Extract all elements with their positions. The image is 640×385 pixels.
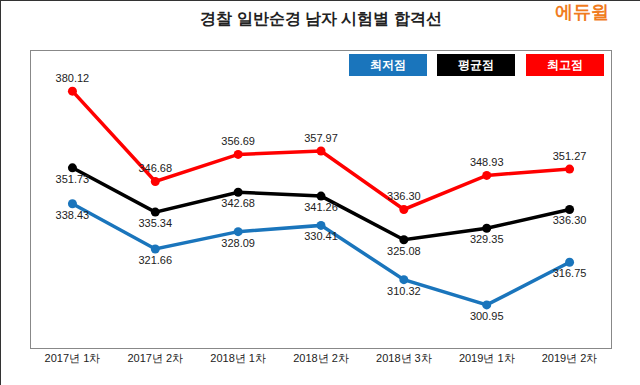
- svg-text:2018년 3차: 2018년 3차: [376, 352, 432, 364]
- svg-text:346.68: 346.68: [138, 162, 172, 174]
- svg-text:336.30: 336.30: [387, 190, 421, 202]
- svg-text:에듀윌: 에듀윌: [555, 2, 609, 22]
- svg-text:336.30: 336.30: [553, 214, 587, 226]
- svg-text:348.93: 348.93: [470, 156, 504, 168]
- svg-text:2019년 1차: 2019년 1차: [459, 352, 515, 364]
- svg-text:357.97: 357.97: [304, 132, 338, 144]
- svg-text:최고점: 최고점: [547, 58, 583, 72]
- svg-text:310.32: 310.32: [387, 285, 421, 297]
- svg-text:329.35: 329.35: [470, 233, 504, 245]
- svg-text:최저점: 최저점: [370, 58, 406, 72]
- svg-text:300.95: 300.95: [470, 310, 504, 322]
- svg-text:평균점: 평균점: [458, 58, 494, 72]
- svg-text:356.69: 356.69: [221, 135, 255, 147]
- svg-text:380.12: 380.12: [56, 72, 90, 84]
- svg-text:2018년 2차: 2018년 2차: [293, 352, 349, 364]
- svg-text:330.41: 330.41: [304, 230, 338, 242]
- svg-text:335.34: 335.34: [138, 217, 172, 229]
- svg-text:321.66: 321.66: [138, 254, 172, 266]
- svg-text:351.27: 351.27: [553, 150, 587, 162]
- svg-text:2018년 1차: 2018년 1차: [210, 352, 266, 364]
- svg-text:338.43: 338.43: [56, 209, 90, 221]
- svg-text:2017년 1차: 2017년 1차: [45, 352, 101, 364]
- svg-text:2017년 2차: 2017년 2차: [127, 352, 183, 364]
- svg-text:325.08: 325.08: [387, 245, 421, 257]
- svg-text:342.68: 342.68: [221, 197, 255, 209]
- svg-text:316.75: 316.75: [553, 267, 587, 279]
- svg-text:328.09: 328.09: [221, 237, 255, 249]
- svg-text:341.26: 341.26: [304, 201, 338, 213]
- svg-text:경찰 일반순경 남자 시험별 합격선: 경찰 일반순경 남자 시험별 합격선: [200, 10, 442, 27]
- svg-text:351.73: 351.73: [56, 173, 90, 185]
- svg-text:2019년 2차: 2019년 2차: [542, 352, 598, 364]
